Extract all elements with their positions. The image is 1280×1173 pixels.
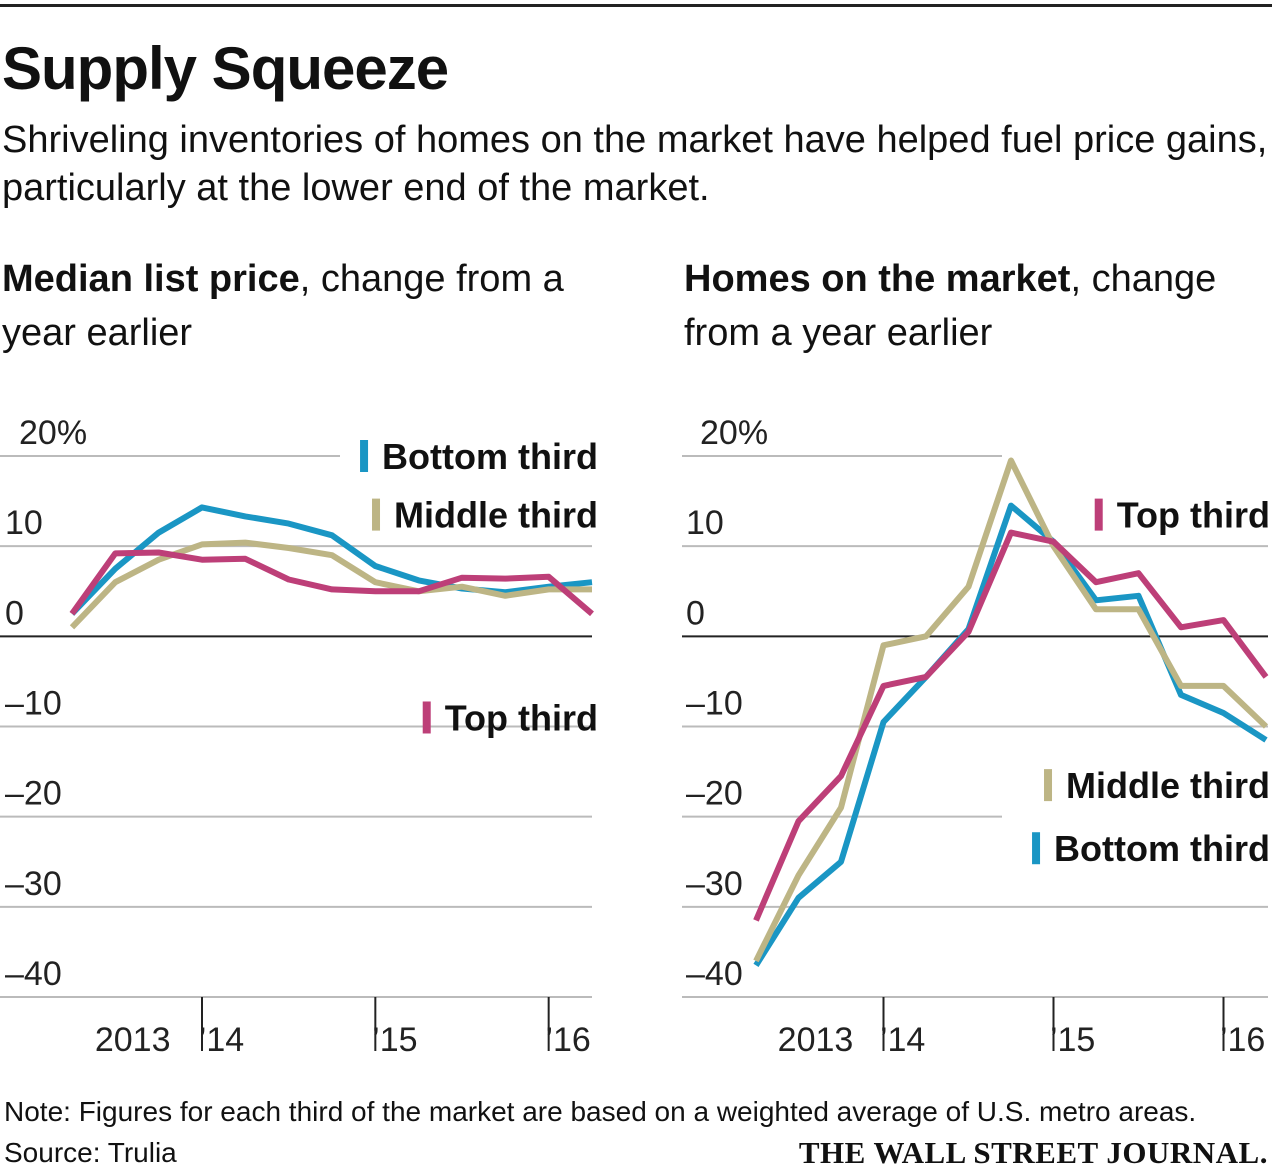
left-panel-title-rest: , change from a year earlier bbox=[2, 258, 564, 354]
right-series-middle bbox=[753, 457, 1269, 963]
left-x-tick-label: ’15 bbox=[372, 1021, 417, 1059]
footnote: Note: Figures for each third of the mark… bbox=[4, 1096, 1197, 1127]
left-series-bottom bbox=[69, 504, 593, 616]
top-rule bbox=[0, 4, 1272, 7]
right-x-tick-label: ’16 bbox=[1220, 1021, 1265, 1059]
chart-subtitle: Shriveling inventories of homes on the m… bbox=[2, 119, 1268, 209]
left-panel-title-bold: Median list price bbox=[2, 258, 300, 300]
left-x-tick-label: 2013 bbox=[95, 1021, 171, 1059]
left-series-top bbox=[69, 549, 594, 617]
right-y-tick-label: –10 bbox=[686, 685, 743, 723]
left-legend-swatch-bottom bbox=[360, 440, 369, 472]
left-legend-label-middle: Middle third bbox=[394, 495, 598, 536]
right-panel-title-rest: , change from a year earlier bbox=[684, 258, 1217, 354]
right-y-tick-label: 10 bbox=[686, 504, 724, 542]
right-y-tick-label: –20 bbox=[686, 775, 743, 813]
source-line: Source: Trulia bbox=[4, 1137, 177, 1168]
right-y-tick-label: 0 bbox=[686, 594, 705, 632]
left-panel-title: Median list price, change from a year ea… bbox=[2, 252, 622, 360]
left-legend-label-top: Top third bbox=[445, 697, 598, 738]
publisher-logo: THE WALL STREET JOURNAL. bbox=[798, 1135, 1268, 1170]
left-x-tick-label: ’16 bbox=[545, 1021, 590, 1059]
left-legend-label-bottom: Bottom third bbox=[382, 436, 598, 477]
right-x-tick-label: 2013 bbox=[778, 1021, 854, 1059]
right-legend-swatch-bottom bbox=[1032, 832, 1041, 865]
right-y-tick-label: –40 bbox=[686, 955, 743, 993]
right-legend-label-middle: Middle third bbox=[1066, 765, 1270, 806]
left-y-tick-label: –30 bbox=[5, 865, 62, 903]
right-x-tick-label: ’14 bbox=[880, 1021, 925, 1059]
right-x-tick-label: ’15 bbox=[1050, 1021, 1095, 1059]
left-x-tick-label: ’14 bbox=[199, 1021, 244, 1059]
right-y-tick-label: –30 bbox=[686, 865, 743, 903]
right-series-top bbox=[753, 529, 1269, 922]
right-panel-title-bold: Homes on the market bbox=[684, 258, 1071, 300]
right-panel-title: Homes on the market, change from a year … bbox=[684, 252, 1274, 360]
left-y-tick-label: 0 bbox=[5, 594, 24, 632]
left-chart: 20% 10 0 –10 –20 –30 –40 2013 ’14 ’15 ’16 Bottom th… bbox=[0, 414, 598, 1059]
left-y-tick-label: 10 bbox=[5, 504, 43, 542]
right-legend-label-bottom: Bottom third bbox=[1054, 828, 1270, 869]
right-y-tick-label: 20% bbox=[700, 414, 768, 452]
left-y-tick-label: –20 bbox=[5, 775, 62, 813]
left-y-tick-label: 20% bbox=[19, 414, 87, 452]
right-series-bottom bbox=[753, 502, 1268, 967]
left-legend-swatch-middle bbox=[372, 498, 381, 531]
right-legend-swatch-middle bbox=[1044, 769, 1053, 802]
left-series-middle bbox=[69, 539, 592, 630]
left-legend-swatch-top bbox=[422, 701, 431, 734]
right-legend-swatch-top bbox=[1094, 498, 1103, 531]
right-legend-label-top: Top third bbox=[1117, 495, 1270, 536]
right-chart: 20% 10 0 –10 –20 –30 –40 2013 ’14 ’15 ’16 Top third… bbox=[682, 414, 1270, 1059]
left-y-tick-label: –10 bbox=[5, 685, 62, 723]
left-y-tick-label: –40 bbox=[5, 955, 62, 993]
chart-title: Supply Squeeze bbox=[2, 35, 449, 102]
